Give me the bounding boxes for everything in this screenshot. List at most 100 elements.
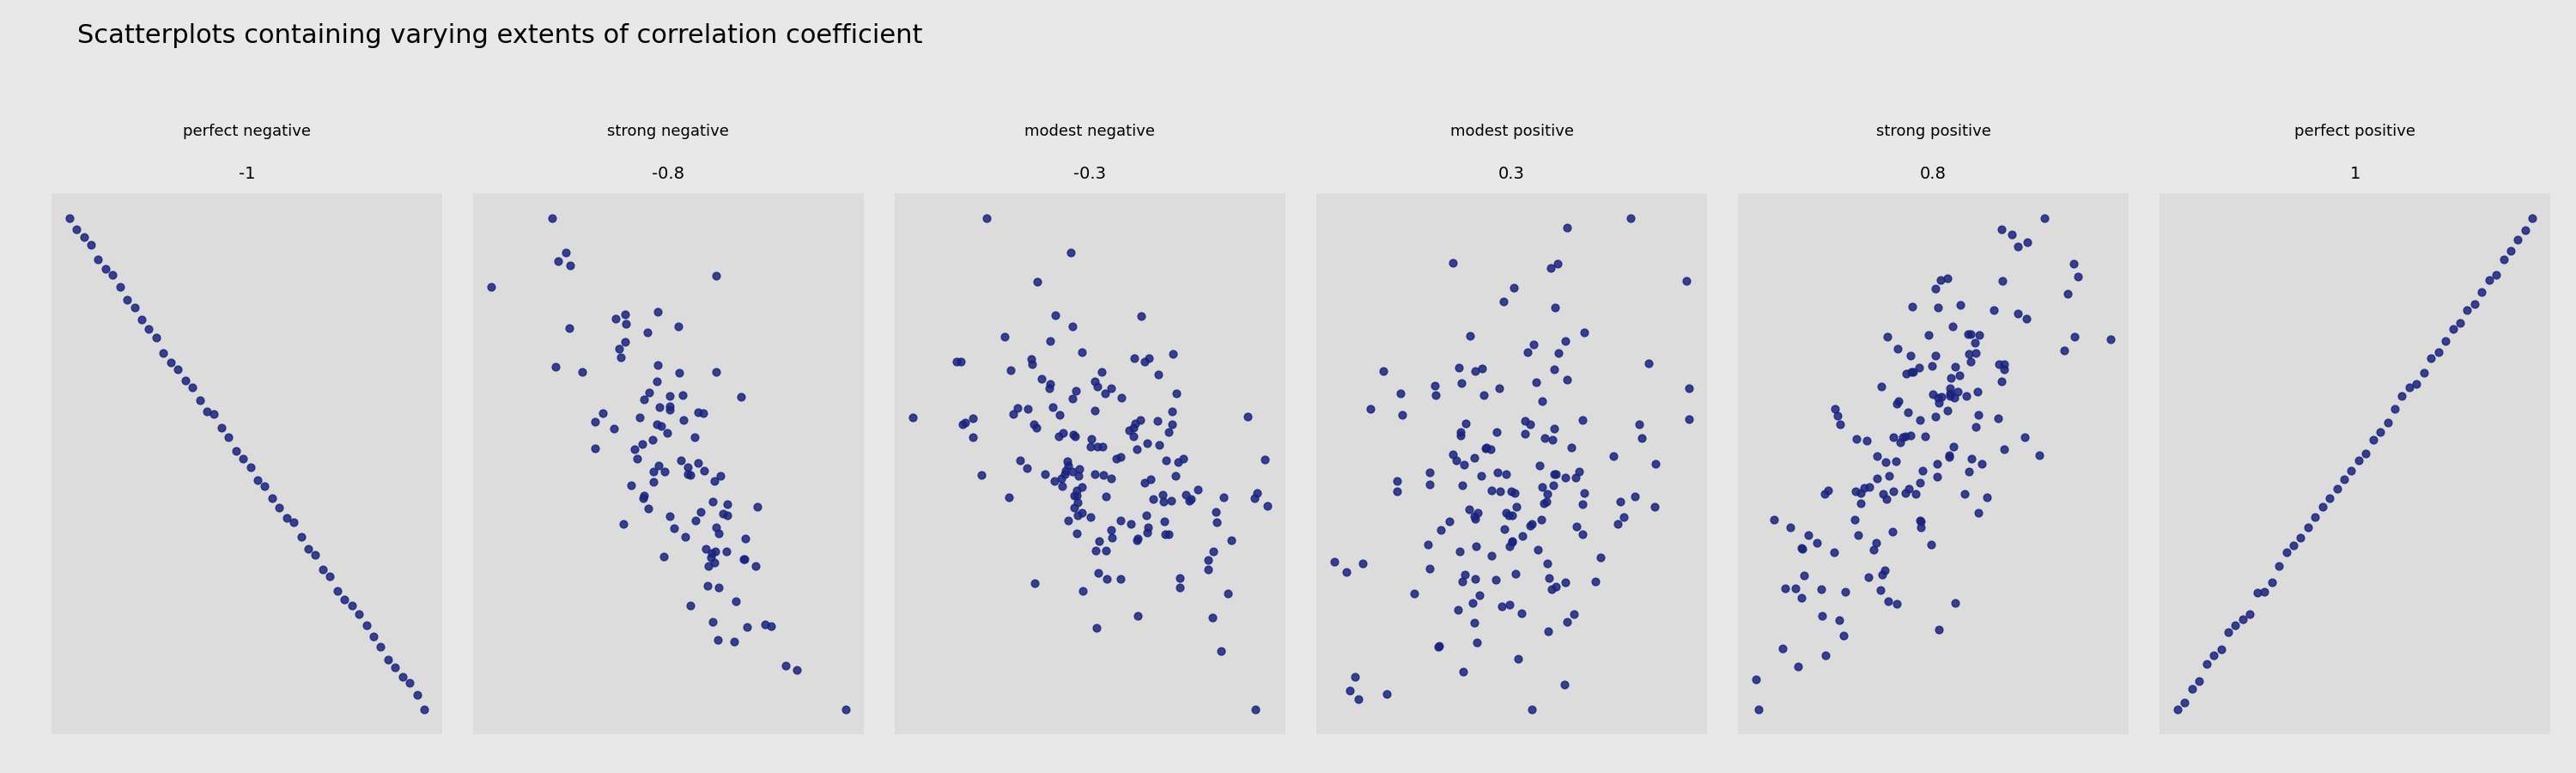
Point (1056, 509, 1097, 521)
Point (1007, 461, 1048, 474)
Point (471, 281, 513, 294)
Point (659, 366, 701, 379)
Point (1783, 569, 1824, 581)
Point (1940, 369, 1981, 382)
Point (1409, 478, 1450, 491)
Point (2164, 696, 2205, 709)
Point (698, 581, 739, 594)
Point (1139, 368, 1180, 380)
Point (229, 461, 270, 473)
Point (1092, 531, 1133, 543)
Point (1899, 514, 1940, 526)
Point (706, 545, 747, 557)
Point (1806, 649, 1847, 662)
Point (1857, 472, 1899, 485)
Point (1012, 418, 1054, 431)
Point (1414, 389, 1455, 401)
Point (1940, 298, 1981, 311)
Point (1819, 418, 1860, 431)
Point (623, 393, 665, 406)
Point (1824, 585, 1865, 598)
Point (1945, 488, 1986, 500)
Point (1955, 336, 1996, 349)
Point (1043, 468, 1084, 481)
Point (623, 492, 665, 504)
Point (1051, 392, 1092, 404)
Point (1090, 524, 1131, 536)
Point (222, 452, 263, 465)
Point (1888, 483, 1929, 495)
Point (1110, 518, 1151, 530)
Text: perfect negative: perfect negative (183, 124, 312, 139)
Point (1911, 360, 1953, 373)
Point (2476, 268, 2517, 281)
Point (1935, 361, 1976, 373)
Point (1546, 472, 1587, 484)
Point (623, 489, 665, 502)
Point (1195, 516, 1236, 529)
Point (629, 502, 670, 515)
Point (1450, 330, 1492, 342)
Point (1443, 479, 1484, 492)
Point (2504, 224, 2545, 237)
Point (1525, 495, 1566, 508)
Point (1440, 546, 1481, 558)
Point (592, 423, 634, 435)
Point (93, 268, 134, 281)
Point (644, 550, 685, 563)
Point (1955, 346, 1996, 359)
Point (1504, 415, 1546, 427)
Point (1917, 471, 1958, 483)
Point (1808, 484, 1850, 496)
Point (2308, 492, 2349, 505)
Point (685, 543, 726, 555)
Point (1556, 520, 1597, 533)
Point (2053, 331, 2094, 343)
Point (1025, 468, 1066, 481)
Point (1056, 490, 1097, 502)
Point (1984, 443, 2025, 455)
Point (353, 630, 394, 642)
Point (1054, 502, 1095, 514)
Point (1115, 443, 1157, 455)
Point (1466, 441, 1507, 454)
Point (1919, 274, 1960, 286)
Point (611, 479, 652, 492)
Point (2179, 675, 2221, 687)
Point (992, 408, 1033, 421)
Point (698, 634, 739, 646)
Point (1929, 449, 1971, 461)
Point (1236, 487, 1278, 499)
Point (49, 212, 90, 224)
Point (2020, 449, 2061, 461)
Point (1553, 608, 1595, 621)
Point (536, 360, 577, 373)
Point (1667, 274, 1708, 287)
Point (1149, 426, 1190, 438)
Point (1139, 439, 1180, 451)
Point (649, 400, 690, 413)
Point (1007, 403, 1048, 415)
Point (1978, 359, 2020, 371)
Point (1164, 489, 1206, 501)
Point (1862, 568, 1904, 581)
Point (1350, 403, 1391, 415)
Point (1538, 257, 1579, 270)
Point (613, 443, 654, 455)
Point (1128, 521, 1170, 533)
Point (1504, 427, 1546, 440)
Point (1904, 430, 1945, 442)
Point (1868, 595, 1909, 608)
Point (943, 418, 984, 431)
Point (2025, 212, 2066, 224)
Point (2496, 233, 2537, 246)
Text: strong negative: strong negative (608, 124, 729, 139)
Point (1211, 534, 1252, 547)
Point (258, 502, 299, 514)
Point (1041, 472, 1082, 485)
Point (1170, 495, 1211, 507)
Point (984, 331, 1025, 343)
Point (1528, 557, 1569, 570)
Point (1061, 481, 1103, 493)
Point (1435, 455, 1476, 467)
